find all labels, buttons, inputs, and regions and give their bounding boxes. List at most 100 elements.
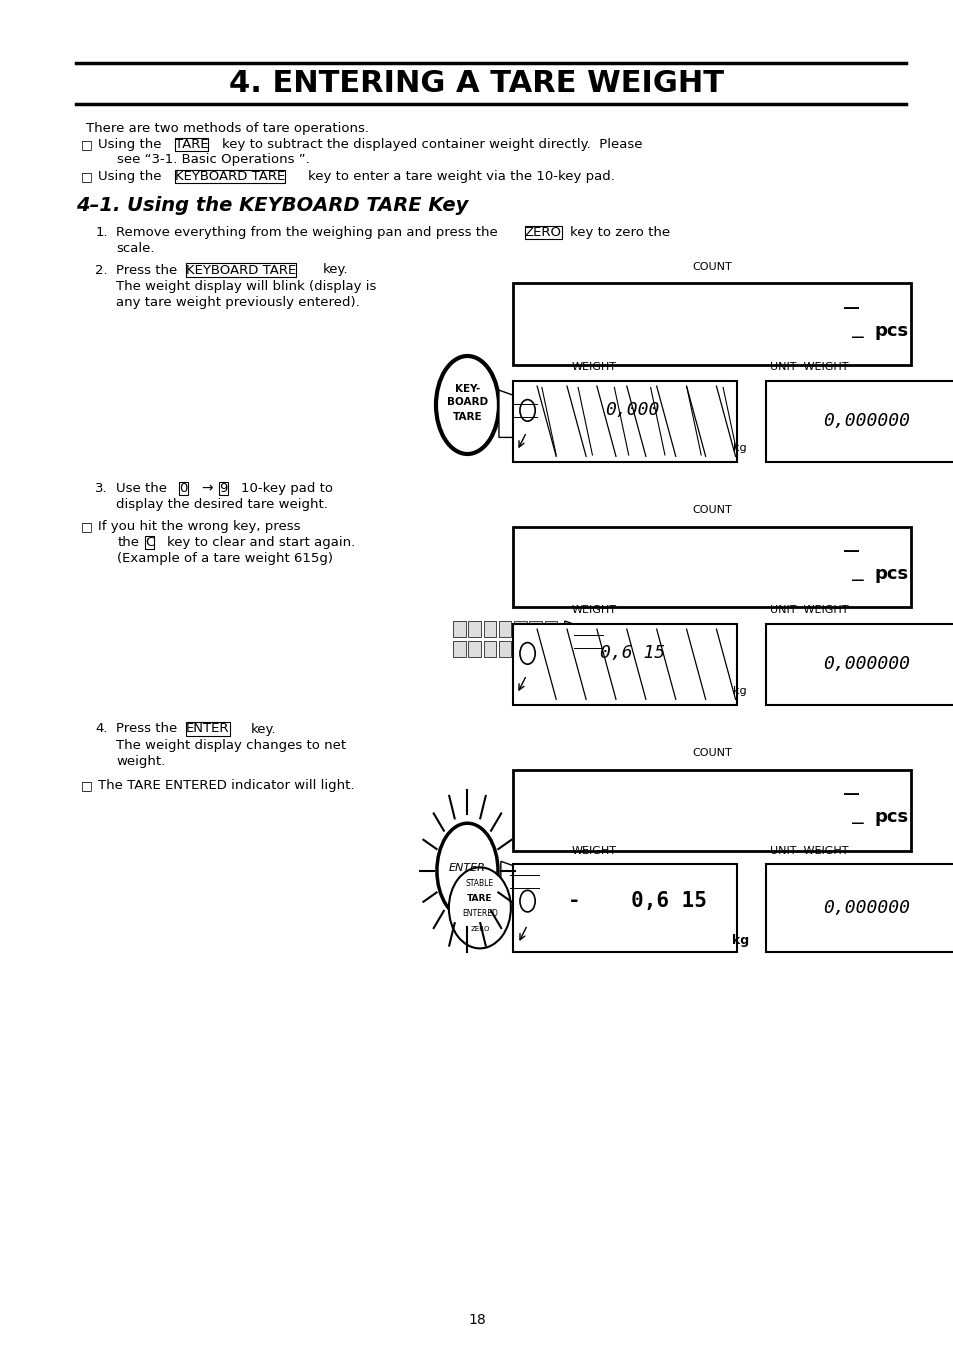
Text: There are two methods of tare operations.: There are two methods of tare operations… (86, 122, 369, 135)
Text: 4.: 4. (95, 722, 108, 736)
Bar (514, 641, 526, 657)
Text: BOARD: BOARD (446, 397, 488, 408)
Bar (765, 864, 953, 952)
Text: –: – (843, 296, 859, 320)
Text: WEIGHT: WEIGHT (571, 845, 617, 856)
Text: (Example of a tare weight 615g): (Example of a tare weight 615g) (117, 552, 333, 566)
Bar (498, 621, 511, 637)
Text: The weight display changes to net: The weight display changes to net (116, 738, 346, 752)
Text: 4–1. Using the KEYBOARD TARE Key: 4–1. Using the KEYBOARD TARE Key (76, 196, 468, 215)
Text: TARE: TARE (452, 412, 482, 423)
Text: KEYBOARD TARE: KEYBOARD TARE (174, 170, 285, 184)
Bar (468, 621, 480, 637)
Bar (514, 621, 526, 637)
Bar (468, 641, 480, 657)
Text: –: – (851, 814, 862, 833)
Text: 9: 9 (219, 482, 228, 495)
Text: the: the (117, 536, 139, 549)
Text: pcs: pcs (874, 564, 908, 583)
Text: ENTER: ENTER (449, 863, 485, 873)
Text: 0,000000: 0,000000 (821, 899, 909, 917)
Text: key to zero the: key to zero the (570, 225, 670, 239)
Text: □: □ (81, 170, 92, 184)
Bar (513, 624, 737, 705)
Text: key to clear and start again.: key to clear and start again. (167, 536, 355, 549)
Text: 0: 0 (179, 482, 188, 495)
Text: UNIT  WEIGHT: UNIT WEIGHT (769, 605, 847, 616)
Text: 0,6 15: 0,6 15 (599, 644, 664, 663)
Text: UNIT  WEIGHT: UNIT WEIGHT (769, 362, 847, 373)
Bar (453, 641, 465, 657)
Text: UNIT  WEIGHT: UNIT WEIGHT (769, 845, 847, 856)
Text: The weight display will blink (display is: The weight display will blink (display i… (116, 279, 376, 293)
Text: WEIGHT: WEIGHT (571, 605, 617, 616)
Bar (513, 864, 737, 952)
Text: kg: kg (733, 686, 746, 697)
Text: ZERO: ZERO (470, 926, 489, 933)
Text: pcs: pcs (874, 321, 908, 340)
Polygon shape (500, 861, 538, 909)
Text: STABLE: STABLE (465, 879, 494, 888)
Circle shape (519, 891, 535, 913)
Text: If you hit the wrong key, press: If you hit the wrong key, press (98, 520, 300, 533)
Circle shape (519, 643, 535, 664)
Bar (529, 621, 541, 637)
Text: COUNT: COUNT (692, 505, 731, 516)
Polygon shape (564, 621, 602, 668)
Bar (513, 381, 737, 462)
Text: –: – (843, 539, 859, 563)
Circle shape (519, 400, 535, 421)
Text: The TARE ENTERED indicator will light.: The TARE ENTERED indicator will light. (98, 779, 355, 792)
Text: C: C (145, 536, 154, 549)
Text: TARE: TARE (174, 138, 208, 151)
Text: –: – (843, 782, 859, 806)
Bar (544, 621, 557, 637)
Text: weight.: weight. (116, 755, 166, 768)
Text: Press the: Press the (116, 263, 177, 277)
Bar (513, 769, 910, 850)
Text: 10-key pad to: 10-key pad to (241, 482, 333, 495)
Text: Use the: Use the (116, 482, 167, 495)
Text: key to enter a tare weight via the 10-key pad.: key to enter a tare weight via the 10-ke… (308, 170, 615, 184)
Ellipse shape (448, 868, 511, 948)
Text: pcs: pcs (874, 807, 908, 826)
Text: any tare weight previously entered).: any tare weight previously entered). (116, 296, 360, 309)
Text: kg: kg (733, 443, 746, 454)
Text: –: – (851, 328, 862, 347)
Text: 0,000000: 0,000000 (821, 412, 909, 431)
Text: 4. ENTERING A TARE WEIGHT: 4. ENTERING A TARE WEIGHT (230, 69, 723, 99)
Text: key to subtract the displayed container weight directly.  Please: key to subtract the displayed container … (222, 138, 642, 151)
Bar (498, 641, 511, 657)
Ellipse shape (436, 824, 497, 918)
Text: ZERO: ZERO (524, 225, 561, 239)
Text: □: □ (81, 779, 92, 792)
Text: Using the: Using the (98, 138, 162, 151)
Text: □: □ (81, 138, 92, 151)
Text: -    0,6 15: - 0,6 15 (567, 891, 706, 911)
Text: WEIGHT: WEIGHT (571, 362, 617, 373)
Text: –: – (851, 571, 862, 590)
Bar (513, 284, 910, 364)
Text: COUNT: COUNT (692, 262, 731, 273)
Text: Using the: Using the (98, 170, 162, 184)
Text: □: □ (81, 520, 92, 533)
Text: 0,000000: 0,000000 (821, 655, 909, 674)
Text: 2.: 2. (95, 263, 108, 277)
Text: key.: key. (322, 263, 348, 277)
Bar (544, 641, 557, 657)
Bar (483, 641, 496, 657)
Text: see “3-1. Basic Operations ”.: see “3-1. Basic Operations ”. (117, 153, 310, 166)
Text: KEY-: KEY- (455, 383, 479, 394)
Text: display the desired tare weight.: display the desired tare weight. (116, 498, 328, 512)
Bar (513, 526, 910, 608)
Bar (765, 381, 953, 462)
Text: Remove everything from the weighing pan and press the: Remove everything from the weighing pan … (116, 225, 497, 239)
Ellipse shape (436, 356, 498, 454)
Bar (453, 621, 465, 637)
Text: COUNT: COUNT (692, 748, 731, 759)
Text: ENTER: ENTER (186, 722, 230, 736)
Text: 0,000: 0,000 (605, 401, 659, 420)
Text: ENTERED: ENTERED (461, 909, 497, 918)
Text: TARE: TARE (467, 894, 492, 903)
Text: kg: kg (731, 934, 748, 948)
